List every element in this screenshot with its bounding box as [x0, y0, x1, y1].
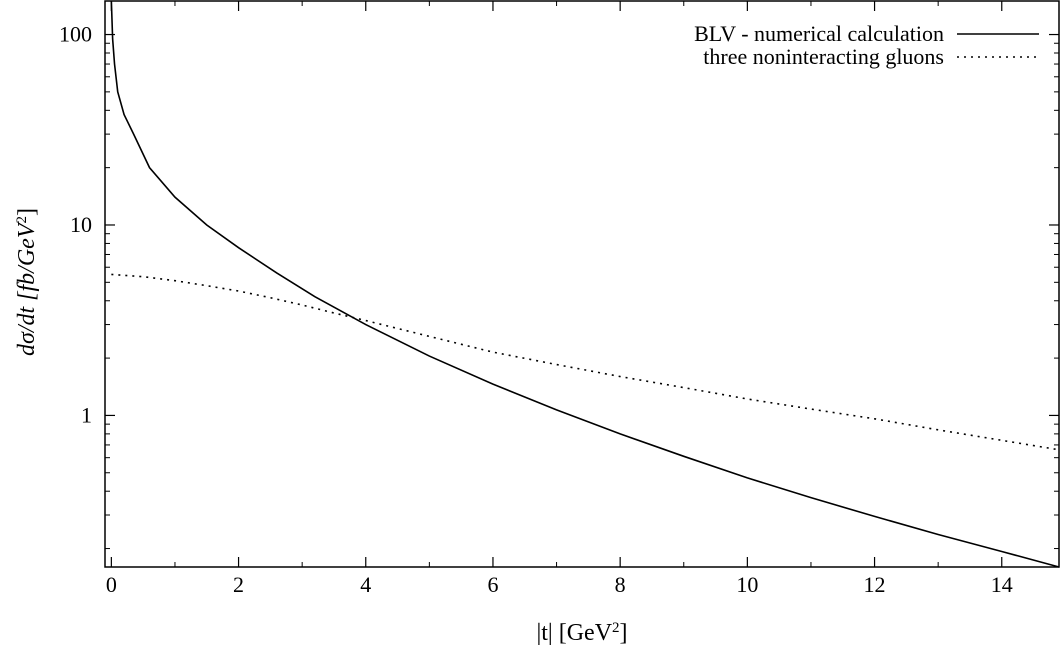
- x-tick-label: 14: [991, 572, 1013, 597]
- x-axis-label: |t| [GeV2]: [536, 620, 627, 646]
- legend: BLV - numerical calculation three nonint…: [694, 21, 1039, 69]
- y-tick-label: 1: [81, 402, 92, 427]
- series-line-gluons: [111, 273, 1060, 451]
- x-tick-label: 0: [106, 572, 117, 597]
- y-ticks: 1 10 100: [59, 22, 1059, 550]
- x-ticks: 0 2 4 6 8 10 12 14: [106, 1, 1013, 597]
- x-tick-label: 8: [615, 572, 626, 597]
- series-line-blv: [110, 0, 1060, 568]
- x-tick-label: 2: [233, 572, 244, 597]
- plot-frame: [104, 0, 1060, 568]
- legend-label-gluons: three noninteracting gluons: [703, 44, 944, 69]
- y-axis-label: dσ/dt [fb/GeV2]: [14, 208, 40, 356]
- y-tick-label: 100: [59, 22, 92, 47]
- y-tick-label: 10: [70, 212, 92, 237]
- x-tick-label: 12: [864, 572, 886, 597]
- x-tick-label: 6: [487, 572, 498, 597]
- x-tick-label: 4: [360, 572, 371, 597]
- legend-label-blv: BLV - numerical calculation: [694, 21, 944, 46]
- series-layer: [110, 0, 1060, 568]
- x-tick-label: 10: [736, 572, 758, 597]
